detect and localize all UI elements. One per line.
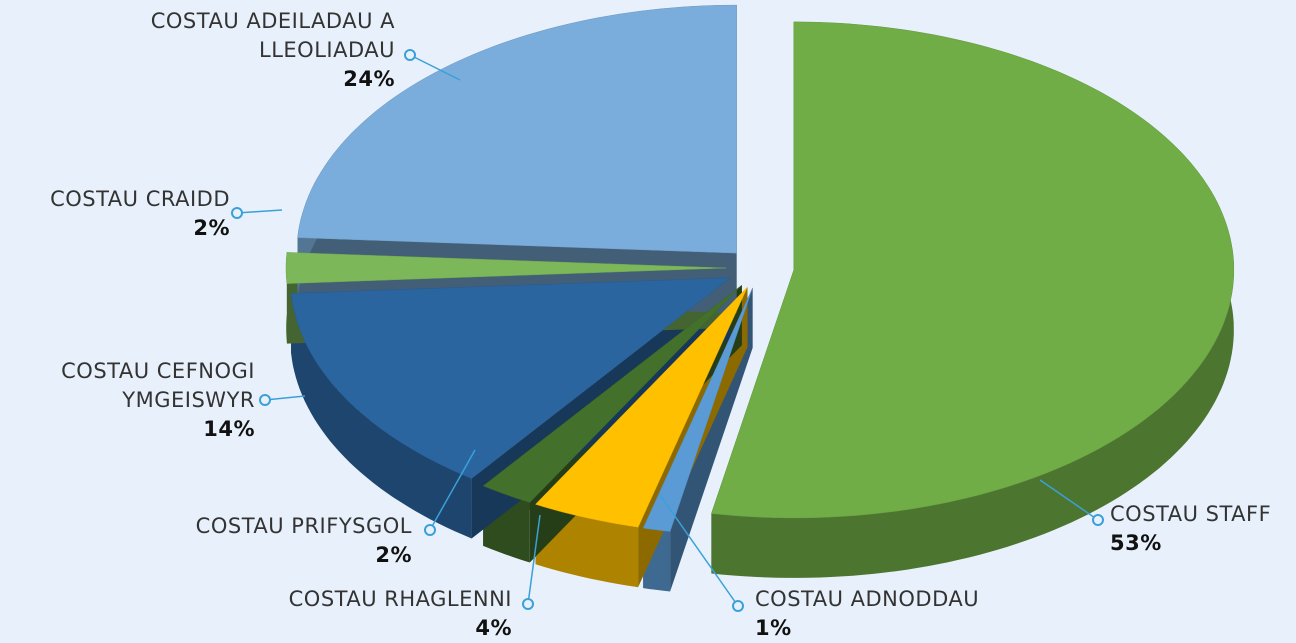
slice bbox=[290, 277, 731, 479]
leader-dot bbox=[522, 598, 534, 610]
slice bbox=[285, 252, 727, 284]
slice-label: COSTAU CEFNOGI YMGEISWYR 14% bbox=[5, 357, 255, 444]
leader-dot bbox=[404, 49, 416, 61]
slice-tops bbox=[285, 4, 1235, 532]
slice bbox=[482, 285, 742, 503]
category-label: COSTAU RHAGLENNI bbox=[288, 587, 512, 611]
slice-label: COSTAU RHAGLENNI 4% bbox=[212, 585, 512, 643]
value-label: 2% bbox=[375, 543, 412, 567]
value-label: 14% bbox=[203, 417, 255, 441]
value-label: 2% bbox=[193, 216, 230, 240]
category-label: COSTAU CRAIDD bbox=[50, 187, 230, 211]
slice-label: COSTAU ADEILADAU A LLEOLIADAU 24% bbox=[125, 7, 395, 94]
category-label: COSTAU CEFNOGI YMGEISWYR bbox=[61, 359, 255, 412]
leader-line bbox=[429, 449, 476, 531]
category-label: COSTAU PRIFYSGOL bbox=[195, 514, 412, 538]
leader-line bbox=[409, 54, 461, 81]
leader-dot bbox=[231, 207, 243, 219]
value-label: 1% bbox=[755, 616, 792, 640]
leader-line bbox=[264, 395, 306, 401]
leader-dot bbox=[732, 600, 744, 612]
leader-dot bbox=[1092, 514, 1104, 526]
category-label: COSTAU ADNODDAU bbox=[755, 587, 980, 611]
leader-line bbox=[236, 209, 283, 214]
leaders bbox=[231, 49, 1104, 612]
slice-side bbox=[291, 293, 472, 539]
slice bbox=[642, 287, 753, 532]
value-label: 24% bbox=[343, 67, 395, 91]
value-label: 4% bbox=[475, 616, 512, 640]
leader-dot bbox=[259, 394, 271, 406]
slice-side bbox=[711, 21, 1234, 578]
leader-dot bbox=[424, 524, 436, 536]
leader-line bbox=[659, 494, 739, 607]
slice bbox=[711, 21, 1235, 519]
category-label: COSTAU ADEILADAU A LLEOLIADAU bbox=[150, 9, 395, 62]
slice-label: COSTAU PRIFYSGOL 2% bbox=[112, 512, 412, 570]
value-label: 53% bbox=[1110, 531, 1162, 555]
slice-label: COSTAU CRAIDD 2% bbox=[0, 185, 230, 243]
slice-label: COSTAU ADNODDAU 1% bbox=[755, 585, 1055, 643]
leader-line bbox=[1039, 479, 1099, 521]
leader-line bbox=[527, 514, 541, 605]
slice-label: COSTAU STAFF 53% bbox=[1110, 500, 1296, 558]
slice bbox=[297, 4, 737, 254]
slice bbox=[535, 286, 748, 528]
category-label: COSTAU STAFF bbox=[1110, 502, 1272, 526]
